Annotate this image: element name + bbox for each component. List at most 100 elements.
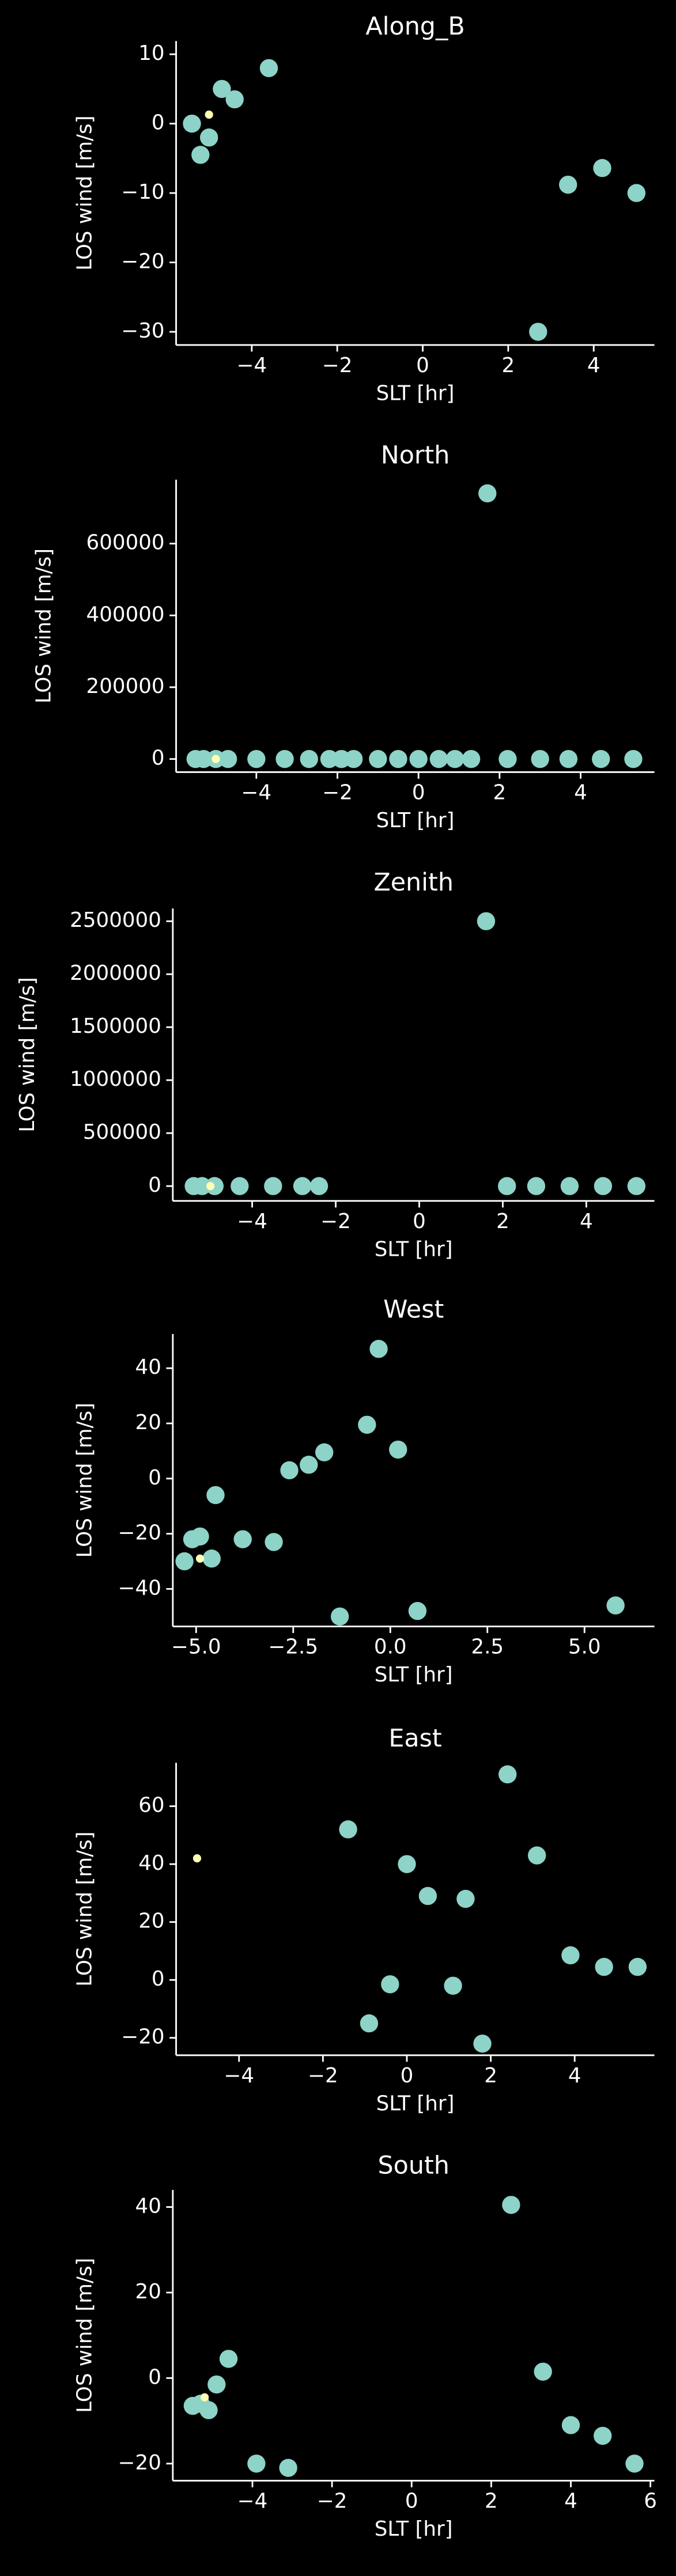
x-tick-label: −2 [322,354,353,377]
point [264,1177,282,1195]
y-tick-label: 40 [138,1851,164,1875]
point [561,2416,580,2434]
x-tick-label: −4 [224,2064,255,2088]
point [202,1550,221,1568]
point [389,749,407,768]
point [627,1177,646,1195]
y-axis-label: LOS wind [m/s] [32,548,55,703]
point [473,2035,492,2053]
point [398,1855,416,1873]
y-tick-label: 10 [138,41,164,65]
point [259,59,278,77]
x-tick-label: 5.0 [568,1635,601,1659]
point [408,1602,427,1620]
point [183,114,201,133]
point [595,1957,613,1976]
x-tick-label: −2 [320,1210,351,1233]
y-tick-label: −20 [118,2451,161,2475]
x-tick-label: 0.0 [374,1635,407,1659]
x-axis-label: SLT [hr] [375,1663,453,1687]
point [531,749,549,768]
x-axis-label: SLT [hr] [376,2092,455,2115]
x-tick-label: 2.5 [471,1635,504,1659]
x-tick-label: 0 [413,1210,426,1233]
x-tick-label: 4 [574,781,587,805]
y-tick-label: 400000 [86,603,165,626]
y-tick-label: −20 [118,1521,161,1545]
y-tick-label: −30 [121,319,164,343]
point [192,1177,212,1195]
point [478,484,497,503]
y-tick-label: 0 [148,2365,161,2389]
point [191,1527,209,1546]
point [199,2401,218,2419]
y-tick-label: 2500000 [70,908,161,932]
point [498,1765,517,1784]
point [206,1181,215,1191]
x-axis-label: SLT [hr] [376,809,455,832]
point [462,749,481,768]
y-tick-label: −40 [118,1576,161,1600]
point [300,1456,318,1474]
x-tick-label: 4 [568,2064,581,2088]
point [247,749,266,768]
point [594,1177,613,1195]
point [212,755,220,763]
point [280,1461,299,1480]
x-tick-label: −4 [237,354,267,377]
x-tick-label: −5.0 [171,1635,221,1659]
point [418,1886,437,1906]
chart-title: West [383,1295,444,1324]
point [213,79,231,99]
point [275,749,294,768]
point [534,2362,552,2381]
y-tick-label: 1000000 [70,1067,161,1091]
x-tick-label: 0 [405,2490,418,2513]
point [315,1443,334,1462]
point [207,2375,226,2394]
point [219,2350,238,2368]
x-tick-label: −4 [237,1210,267,1233]
y-tick-label: 60 [138,1794,164,1817]
y-axis-label: LOS wind [m/s] [73,115,97,270]
point [559,749,578,768]
point [195,1554,205,1563]
y-tick-label: 20 [135,1411,161,1434]
point [247,2454,266,2473]
x-tick-label: 4 [564,2490,577,2513]
point [429,749,448,768]
x-tick-label: 2 [493,781,506,805]
x-axis-label: SLT [hr] [375,1237,453,1261]
x-tick-label: −4 [241,781,272,805]
y-tick-label: 0 [148,1173,161,1197]
point [389,1440,407,1459]
x-axis-label: SLT [hr] [375,2517,453,2541]
point [527,1846,546,1865]
x-tick-label: 4 [587,354,601,377]
point [205,110,213,119]
chart-title: Zenith [373,868,453,897]
y-tick-label: 0 [148,1466,161,1490]
point [200,2393,209,2401]
point [444,1976,462,1995]
chart-title: East [388,1724,441,1753]
point [265,1533,283,1551]
y-tick-label: 2000000 [70,961,161,985]
y-axis-label: LOS wind [m/s] [73,1403,97,1558]
point [561,1946,580,1965]
point [628,1957,647,1976]
point [497,1177,516,1195]
point [527,1177,546,1195]
y-tick-label: 0 [152,747,165,770]
point [445,749,464,768]
x-tick-label: 2 [502,354,515,377]
point [192,1854,202,1863]
point [218,749,237,768]
point [279,2458,297,2477]
point [624,749,643,768]
point [625,2454,644,2473]
point [593,159,611,177]
y-tick-label: 20 [135,2280,161,2304]
y-axis-label: LOS wind [m/s] [16,977,39,1132]
